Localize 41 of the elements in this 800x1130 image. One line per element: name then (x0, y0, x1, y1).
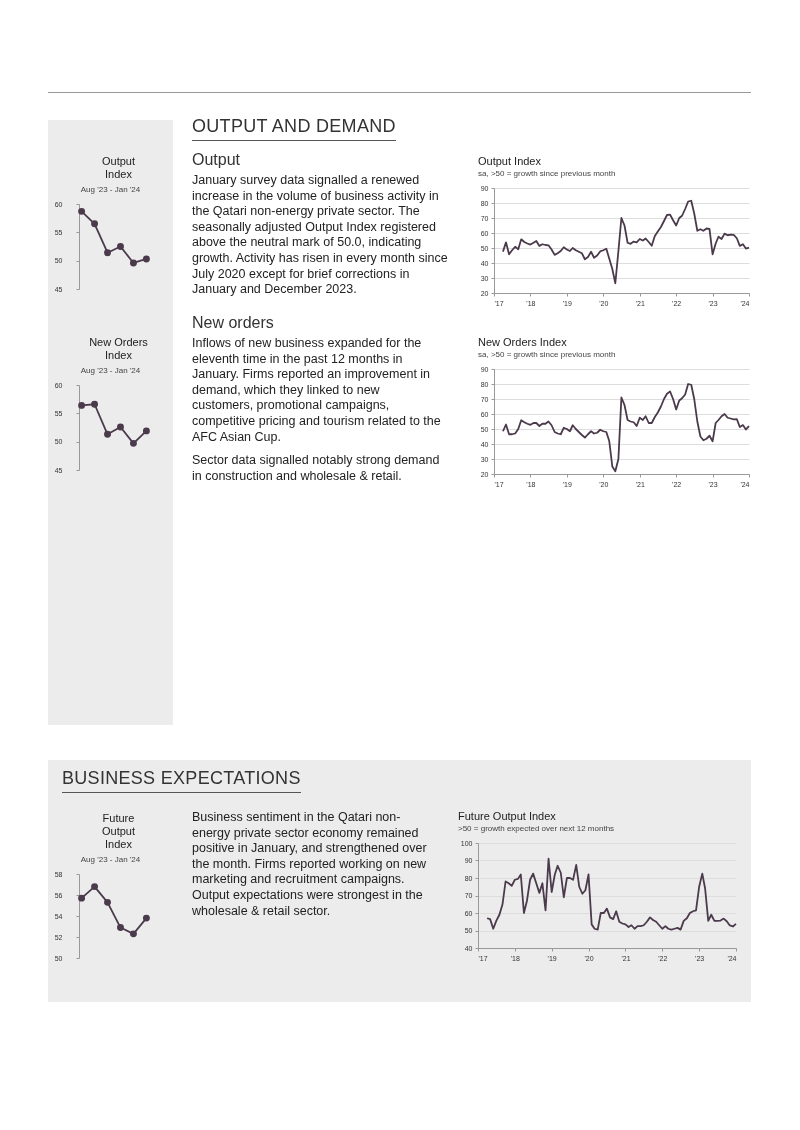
point (78, 894, 86, 902)
chart-subtitle: Aug '23 - Jan '24 (79, 855, 142, 864)
point (91, 883, 99, 891)
text: New orders (192, 314, 275, 332)
point (91, 400, 99, 408)
text: January survey data signalled a renewed increase in the volume of business activity in the Qatari non-energy private sector. The seasonally adjusted Output Index registered above the neutral mark of 50.0, indicating growth. Activity has risen in every month since July 2020 except for brief corrections in January and December 2023. (192, 173, 449, 298)
chart-subtitle: Aug '23 - Jan '24 (79, 185, 142, 194)
text: BUSINESS EXPECTATIONS (62, 768, 301, 793)
chart-title: Future Output Index (458, 810, 557, 822)
point (104, 898, 111, 906)
point (142, 914, 150, 922)
chart-subtitle: Aug '23 - Jan '24 (79, 366, 142, 375)
chart-title: New Orders Index (478, 336, 568, 348)
chart-subtitle: sa, >50 = growth since previous month (478, 350, 617, 359)
chart-title: Output Index (101, 155, 136, 181)
text: Sector data signalled notably strong demand in construction and wholesale & retail. (192, 453, 441, 485)
point (117, 924, 124, 932)
point (129, 259, 137, 267)
point (78, 401, 86, 409)
chart-title: Future Output Index (101, 812, 136, 851)
text: OUTPUT AND DEMAND (192, 116, 396, 141)
text: Business sentiment in the Qatari non-energy private sector economy remained positive in January, and strengthened over the month. Firms reported working on new marketing and recruitment campaigns. Output expectations were strongest in the wholesale & retail sector. (192, 810, 428, 920)
chart-title: New Orders Index (88, 336, 149, 362)
text: Inflows of new business expanded for the eleventh time in the past 12 months in January. Firms reported an improvement in demand, which they linked to new customers, promotional campaigns, competitive pricing and tourism related to the AFC Asian Cup. (192, 336, 442, 446)
point (104, 249, 111, 257)
point (117, 423, 124, 431)
chart-subtitle: sa, >50 = growth since previous month (478, 169, 617, 178)
point (129, 439, 137, 447)
line-series (486, 857, 737, 931)
point (91, 220, 99, 228)
chart-subtitle: >50 = growth expected over next 12 months (458, 824, 616, 833)
line-series (502, 383, 750, 473)
point (104, 430, 111, 438)
point (117, 243, 124, 250)
point (78, 207, 86, 215)
text: Output (192, 151, 242, 169)
line-series (502, 199, 750, 285)
point (129, 930, 137, 938)
point (142, 255, 150, 263)
point (142, 427, 150, 435)
chart-title: Output Index (478, 155, 542, 167)
